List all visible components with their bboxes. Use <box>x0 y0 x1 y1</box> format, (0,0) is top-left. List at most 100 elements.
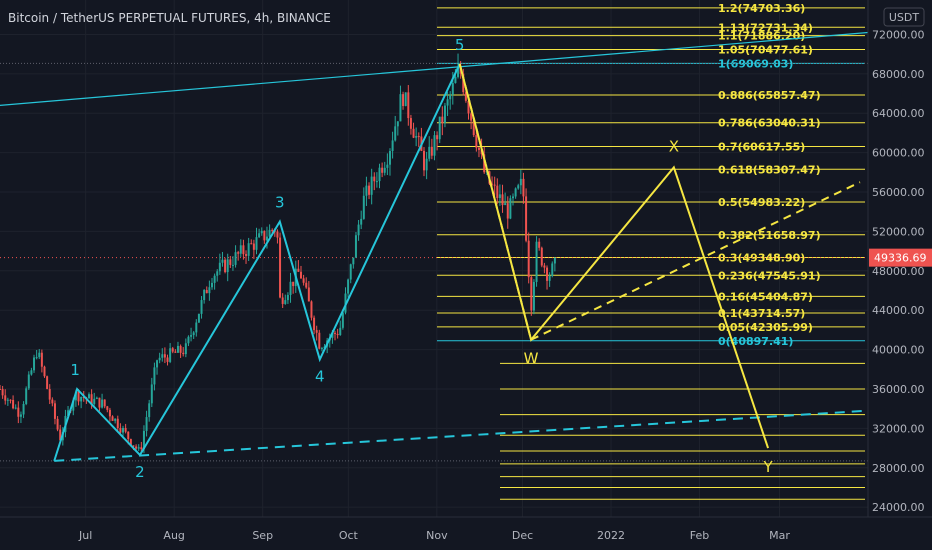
candle-body <box>409 118 412 129</box>
candle-body <box>124 427 127 432</box>
fib-level-label: 1.1(71886.20) <box>718 30 805 43</box>
candle-body <box>101 399 104 408</box>
fib-level-label: 0(40897.41) <box>718 335 793 348</box>
candle-body <box>263 230 266 241</box>
candle-body <box>299 271 302 279</box>
candle-body <box>51 399 54 404</box>
candle-body <box>12 399 15 409</box>
candle-body <box>415 136 418 138</box>
candle-body <box>25 388 28 404</box>
candle-body <box>441 116 444 123</box>
candle-body <box>504 203 507 206</box>
candle-body <box>156 360 159 368</box>
candle-body <box>122 427 125 433</box>
price-tick-label: 68000.00 <box>872 68 925 81</box>
candle-body <box>381 167 384 173</box>
candle-body <box>339 327 342 336</box>
candle-body <box>245 254 248 256</box>
candle-body <box>279 237 282 298</box>
candle-body <box>4 395 7 401</box>
candle-body <box>137 447 140 449</box>
candle-body <box>260 230 263 234</box>
candle-body <box>509 198 512 219</box>
candle-body <box>454 76 457 84</box>
candle-body <box>265 236 268 241</box>
candle-body <box>388 151 391 165</box>
fib-level-label: 1(69069.03) <box>718 57 793 70</box>
currency-badge[interactable] <box>883 7 925 27</box>
candle-body <box>511 196 514 199</box>
candle-body <box>208 287 211 294</box>
candle-body <box>514 188 517 197</box>
candle-body <box>179 345 182 353</box>
candle-body <box>205 289 208 294</box>
wave-label-4: 4 <box>315 367 325 385</box>
candle-body <box>90 394 93 405</box>
fib-level-label: 1.05(70477.61) <box>718 43 813 56</box>
candle-body <box>472 120 475 136</box>
candle-body <box>1 389 4 396</box>
candle-body <box>483 154 486 173</box>
currency-label: USDT <box>889 11 920 24</box>
candle-body <box>72 400 75 411</box>
candle-body <box>501 194 504 206</box>
candle-body <box>211 282 214 288</box>
candle-body <box>242 245 245 255</box>
candle-body <box>239 245 242 254</box>
candle-body <box>132 445 135 447</box>
wxy-label-Y: Y <box>762 458 773 476</box>
candle-body <box>530 277 533 311</box>
candle-body <box>48 388 51 400</box>
candle-body <box>297 268 300 272</box>
candle-body <box>150 384 153 404</box>
candle-body <box>289 281 292 295</box>
fib-level-label: 0.786(63040.31) <box>718 117 821 130</box>
candle-body <box>467 100 470 114</box>
candle-body <box>114 418 117 421</box>
time-tick-label: Dec <box>512 529 533 542</box>
time-tick-label: 2022 <box>597 529 625 542</box>
price-tick-label: 40000.00 <box>872 344 925 357</box>
candle-body <box>517 185 520 189</box>
candle-body <box>347 279 350 294</box>
candle-body <box>302 278 305 283</box>
candle-body <box>341 312 344 328</box>
candle-body <box>166 357 169 362</box>
candle-body <box>98 397 101 408</box>
candle-body <box>315 330 318 333</box>
candle-body <box>417 136 420 138</box>
price-tick-label: 56000.00 <box>872 186 925 199</box>
candle-body <box>213 275 216 283</box>
candle-body <box>234 252 237 265</box>
candle-body <box>271 229 274 231</box>
candle-body <box>368 185 371 195</box>
candle-body <box>268 229 271 237</box>
candle-body <box>77 391 80 402</box>
candle-body <box>546 267 549 281</box>
candle-body <box>334 332 337 334</box>
candle-body <box>216 271 219 276</box>
candle-body <box>106 406 109 410</box>
candle-body <box>433 135 436 156</box>
fib-level-label: 0.5(54983.22) <box>718 196 805 209</box>
candle-body <box>33 357 36 371</box>
fib-level-label: 0.7(60617.55) <box>718 141 805 154</box>
price-tick-label: 28000.00 <box>872 462 925 475</box>
candle-body <box>190 335 193 337</box>
candle-body <box>286 294 289 301</box>
candle-body <box>176 345 179 353</box>
fib-level-label: 0.3(49348.90) <box>718 252 805 265</box>
candle-body <box>527 240 530 278</box>
candle-body <box>493 184 496 186</box>
time-tick-label: Nov <box>426 529 448 542</box>
candle-body <box>375 181 378 183</box>
candle-body <box>258 233 261 238</box>
candle-body <box>161 354 164 358</box>
candle-body <box>80 397 83 402</box>
candle-body <box>320 348 323 350</box>
candle-body <box>14 407 17 409</box>
candle-body <box>6 399 9 401</box>
candle-body <box>548 275 551 281</box>
